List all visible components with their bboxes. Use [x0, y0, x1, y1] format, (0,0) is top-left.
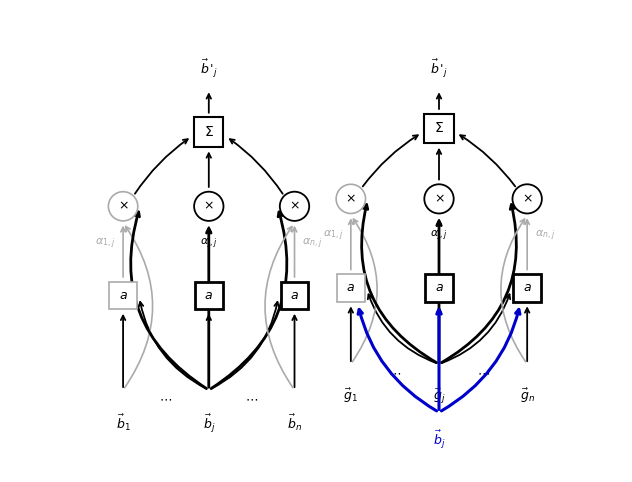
Text: $\alpha_{1,j}$: $\alpha_{1,j}$	[95, 236, 116, 251]
Ellipse shape	[424, 184, 454, 214]
Text: $\cdots$: $\cdots$	[477, 367, 490, 380]
Text: $\times$: $\times$	[118, 200, 128, 213]
Text: $\Sigma$: $\Sigma$	[434, 121, 444, 135]
Text: $a$: $a$	[346, 281, 355, 295]
Bar	[281, 282, 308, 309]
Bar	[194, 118, 224, 147]
Ellipse shape	[280, 192, 309, 221]
Text: $\vec{g}_j$: $\vec{g}_j$	[433, 386, 445, 405]
Bar	[109, 282, 137, 309]
Text: $\vec{b}_n$: $\vec{b}_n$	[287, 412, 302, 433]
Text: $\times$: $\times$	[522, 192, 533, 205]
Bar	[195, 282, 222, 309]
Text: $a$: $a$	[435, 281, 444, 295]
Text: $\alpha_{j,j}$: $\alpha_{j,j}$	[200, 236, 217, 251]
Text: $\vec{b}_1$: $\vec{b}_1$	[116, 412, 130, 433]
Text: $\cdots$: $\cdots$	[159, 393, 173, 406]
Ellipse shape	[194, 192, 224, 221]
Text: $\vec{b}\,'_j$: $\vec{b}\,'_j$	[200, 58, 218, 80]
Bar	[337, 274, 365, 302]
Text: $\alpha_{n,j}$: $\alpha_{n,j}$	[535, 229, 555, 243]
Text: $\vec{b}_j$: $\vec{b}_j$	[203, 412, 215, 435]
Ellipse shape	[109, 192, 138, 221]
Text: $\cdots$: $\cdots$	[389, 367, 401, 380]
Text: $\vec{g}_n$: $\vec{g}_n$	[520, 386, 535, 404]
Text: $\alpha_{1,j}$: $\alpha_{1,j}$	[323, 229, 344, 243]
Bar	[513, 274, 541, 302]
Text: $\vec{g}_1$: $\vec{g}_1$	[343, 386, 358, 404]
Text: $\alpha_{j,j}$: $\alpha_{j,j}$	[430, 229, 448, 243]
Text: $\Sigma$: $\Sigma$	[204, 125, 214, 139]
Ellipse shape	[513, 184, 542, 214]
Ellipse shape	[336, 184, 365, 214]
Text: $a$: $a$	[523, 281, 532, 295]
Bar	[425, 274, 453, 302]
Text: $\times$: $\times$	[204, 200, 214, 213]
Text: $\vec{b}_j$: $\vec{b}_j$	[433, 429, 445, 451]
Text: $\vec{b}\,'_j$: $\vec{b}\,'_j$	[430, 58, 448, 80]
Text: $a$: $a$	[119, 289, 128, 302]
Text: $\cdots$: $\cdots$	[245, 393, 258, 406]
Text: $\times$: $\times$	[289, 200, 300, 213]
Text: $a$: $a$	[204, 289, 213, 302]
Text: $\times$: $\times$	[346, 192, 356, 205]
Text: $a$: $a$	[290, 289, 299, 302]
Text: $\times$: $\times$	[434, 192, 444, 205]
Bar	[424, 114, 454, 143]
Text: $\alpha_{n,j}$: $\alpha_{n,j}$	[302, 236, 322, 251]
